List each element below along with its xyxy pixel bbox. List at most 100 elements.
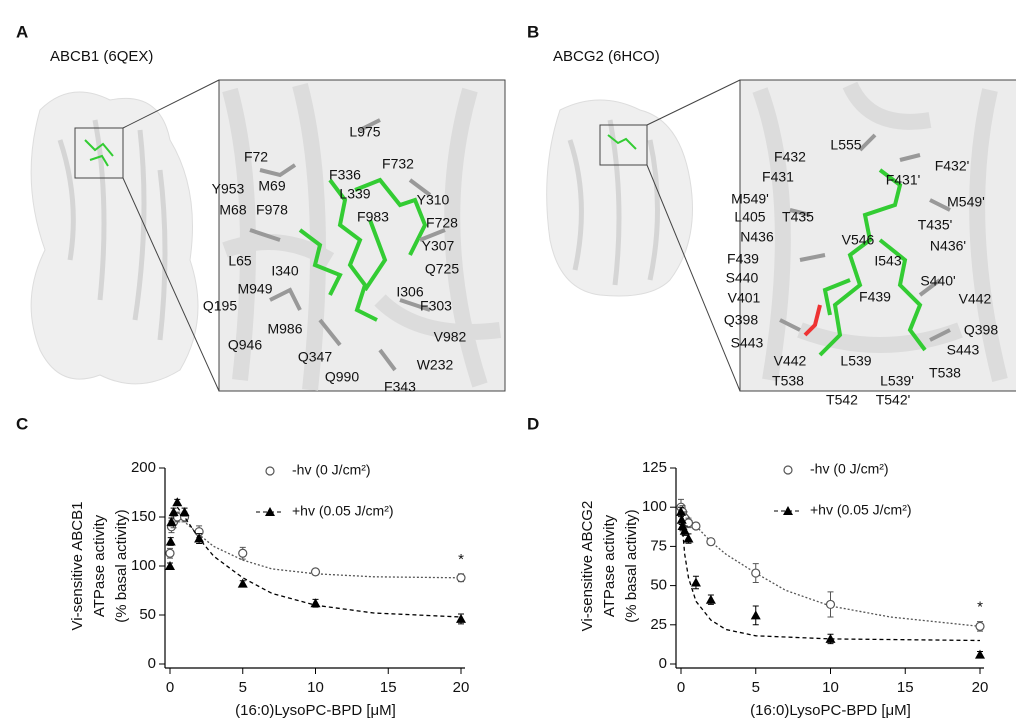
residue-label: L539'	[880, 373, 914, 389]
data-point	[194, 533, 205, 543]
residue-label: Y310	[417, 192, 450, 208]
panel-title: ABCB1 (6QEX)	[50, 48, 153, 65]
residue-label: Q725	[425, 261, 459, 277]
y-tick-label: 75	[650, 537, 667, 554]
x-tick-label: 20	[453, 679, 470, 696]
residue-label: F978	[256, 202, 288, 218]
residue-label: F432'	[935, 158, 970, 174]
residue-label: V401	[728, 290, 761, 306]
residue-label: L65	[228, 253, 252, 269]
data-point	[691, 521, 701, 531]
residue-label: Y953	[212, 181, 245, 197]
data-point	[683, 533, 694, 543]
x-tick-label: 20	[972, 679, 989, 696]
residue-label: F728	[426, 215, 458, 231]
residue-label: F431'	[886, 172, 921, 188]
residue-label: W232	[417, 357, 454, 373]
y-tick-label: 0	[659, 655, 667, 672]
y-tick-label: 150	[131, 508, 156, 525]
residue-label: F343	[384, 379, 416, 395]
residue-label: M68	[219, 202, 246, 218]
residue-label: M549'	[947, 194, 985, 210]
residue-label: M949	[237, 281, 272, 297]
fit-curve	[176, 514, 462, 579]
legend-marker	[265, 466, 275, 476]
residue-label: F336	[329, 167, 361, 183]
structure-b	[546, 79, 1016, 392]
x-axis-label: (16:0)LysoPC-BPD [μM]	[750, 702, 911, 719]
y-axis-label: Vi-sensitive ABCG2	[579, 501, 596, 632]
data-point	[166, 516, 177, 526]
data-point	[310, 598, 321, 608]
data-point	[975, 621, 985, 631]
residue-label: Q347	[298, 349, 332, 365]
data-point	[676, 506, 686, 516]
data-point	[679, 525, 690, 535]
y-tick-label: 0	[148, 655, 156, 672]
data-point	[705, 594, 716, 604]
residue-label: L339	[339, 186, 370, 202]
residue-label: N436'	[930, 238, 966, 254]
panel-letter: C	[16, 414, 28, 433]
residue-label: Q946	[228, 337, 262, 353]
x-tick-label: 15	[897, 679, 914, 696]
data-point	[165, 561, 175, 570]
data-point	[165, 536, 176, 546]
y-tick-label: 100	[131, 557, 156, 574]
panel-letter: A	[16, 22, 28, 41]
x-tick-label: 0	[677, 679, 685, 696]
residue-label: F431	[762, 169, 794, 185]
annotation: *	[458, 551, 464, 568]
data-point	[456, 573, 466, 583]
residue-label: M549'	[731, 191, 769, 207]
residue-label: Q398	[964, 322, 998, 338]
residue-label: T435	[782, 209, 814, 225]
residue-label: V982	[434, 329, 467, 345]
panel-letter: D	[527, 414, 539, 433]
x-tick-label: 0	[166, 679, 174, 696]
legend-marker	[783, 506, 793, 515]
residue-label: N436	[740, 229, 774, 245]
structure-a	[30, 79, 506, 392]
residue-label: Y307	[422, 238, 455, 254]
residue-label: T538	[772, 373, 804, 389]
residue-label: M69	[258, 178, 285, 194]
residue-label: S443	[731, 335, 764, 351]
data-point	[975, 649, 985, 659]
x-tick-label: 5	[752, 679, 760, 696]
x-tick-label: 15	[380, 679, 397, 696]
y-tick-label: 100	[642, 498, 667, 515]
x-axis-label: (16:0)LysoPC-BPD [μM]	[235, 702, 396, 719]
residue-label: F439	[727, 251, 759, 267]
residue-label: F432	[774, 149, 806, 165]
residue-label: F983	[357, 209, 389, 225]
fit-curve	[176, 506, 462, 618]
x-tick-label: 5	[239, 679, 247, 696]
x-tick-label: 10	[822, 679, 839, 696]
residue-label: Q990	[325, 369, 359, 385]
legend-label: +hv (0.05 J/cm²)	[292, 503, 394, 519]
residue-label: S440'	[920, 273, 955, 289]
y-axis-label: Vi-sensitive ABCB1	[69, 502, 86, 631]
data-point	[237, 578, 248, 588]
fit-curve	[680, 511, 981, 642]
legend-label: -hv (0 J/cm²)	[810, 461, 889, 477]
residue-label: F72	[244, 149, 268, 165]
residue-label: I543	[874, 253, 901, 269]
data-point	[172, 497, 183, 507]
x-tick-label: 10	[307, 679, 324, 696]
residue-label: L539	[840, 353, 871, 369]
residue-label: V546	[842, 232, 875, 248]
y-tick-label: 25	[650, 616, 667, 633]
data-point	[825, 633, 836, 643]
data-point	[706, 537, 716, 547]
residue-label: V442	[959, 291, 992, 307]
y-tick-label: 200	[131, 459, 156, 476]
data-point	[168, 507, 179, 517]
residue-label: Q398	[724, 312, 758, 328]
residue-label: L405	[734, 209, 765, 225]
y-axis-label: ATPase activity	[601, 514, 618, 617]
residue-label: T542'	[876, 392, 911, 408]
legend-marker	[265, 507, 275, 516]
